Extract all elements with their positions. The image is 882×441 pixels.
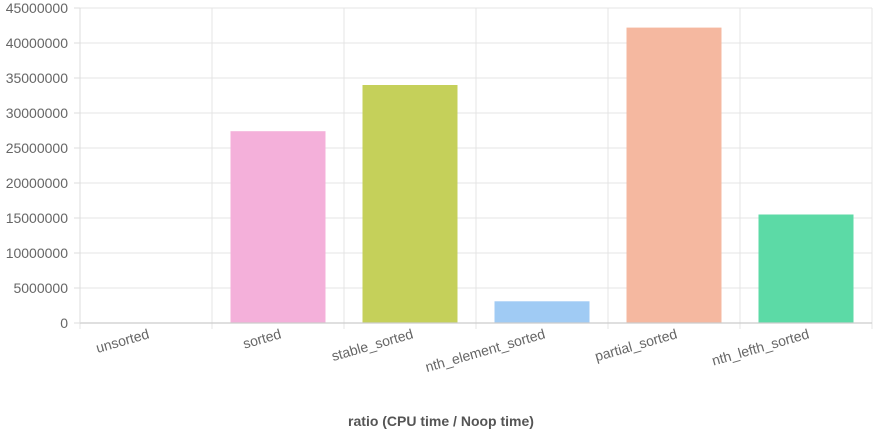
- y-tick-label: 35000000: [6, 70, 69, 86]
- chart-grid: [79, 7, 873, 329]
- bar-partial_sorted: [626, 27, 722, 323]
- y-tick-label: 5000000: [13, 280, 68, 296]
- bars: [230, 27, 854, 323]
- x-tick-label: unsorted: [94, 326, 151, 356]
- y-tick-label: 15000000: [6, 210, 69, 226]
- y-tick-label: 40000000: [6, 35, 69, 51]
- y-axis-tick-labels: 0 5000000 10000000 15000000 20000000 25000000…: [6, 0, 69, 331]
- bar-nth_lefth_sorted: [758, 214, 854, 323]
- y-tick-label: 10000000: [6, 245, 69, 261]
- x-axis-tick-labels: unsorted sorted stable_sorted nth_element_s…: [94, 326, 811, 375]
- x-tick-label: stable_sorted: [330, 326, 415, 365]
- y-tick-label: 25000000: [6, 140, 69, 156]
- bar-stable_sorted: [362, 85, 458, 323]
- x-tick-label: nth_element_sorted: [423, 326, 546, 375]
- x-tick-label: partial_sorted: [593, 326, 679, 365]
- y-tick-label: 30000000: [6, 105, 69, 121]
- bar-nth_element_sorted: [494, 301, 590, 323]
- y-tick-label: 20000000: [6, 175, 69, 191]
- x-axis-title: ratio (CPU time / Noop time): [348, 413, 534, 429]
- y-tick-label: 0: [60, 315, 68, 331]
- y-tick-label: 45000000: [6, 0, 69, 16]
- x-tick-label: sorted: [241, 326, 283, 352]
- x-tick-label: nth_lefth_sorted: [710, 326, 811, 369]
- chart-axes: [74, 7, 872, 324]
- bar-sorted: [230, 131, 326, 323]
